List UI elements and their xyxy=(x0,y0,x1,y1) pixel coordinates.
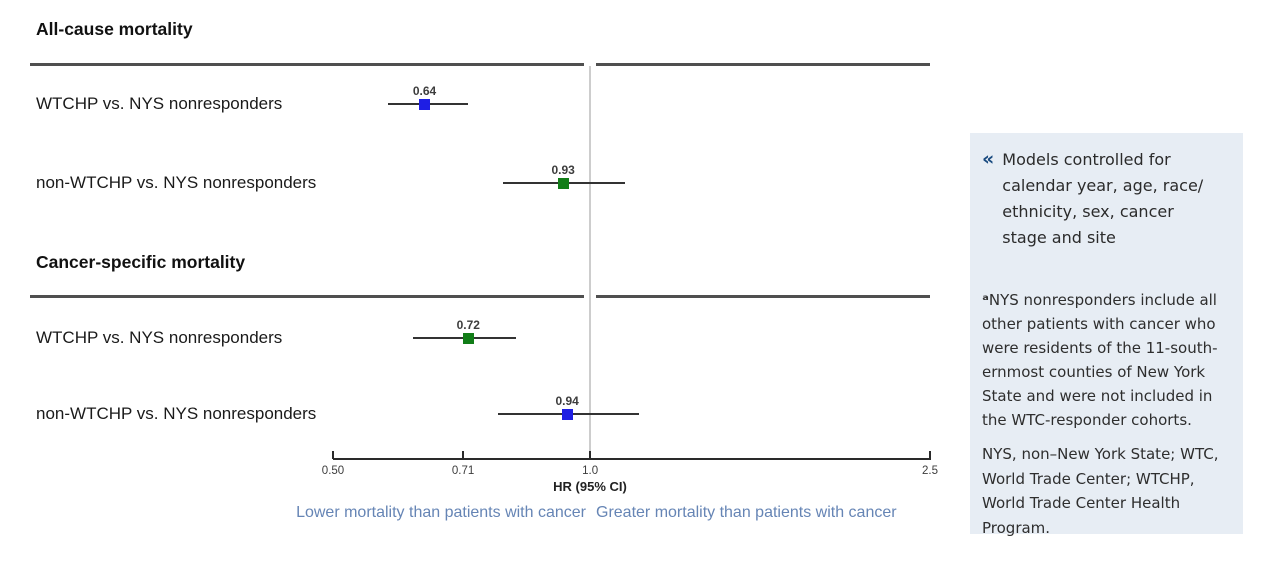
sidebar-abbreviations: NYS, non–New York State; WTC, World Trad… xyxy=(982,445,1219,537)
row-label: non-WTCHP vs. NYS nonresponders xyxy=(36,173,317,192)
x-axis-tick-label: 2.5 xyxy=(922,465,938,477)
sidebar-note-box: « Models controlled for calendar year, a… xyxy=(970,133,1243,537)
x-axis-tick xyxy=(589,451,592,459)
separator-line xyxy=(30,295,584,298)
annotation-lower-mortality: Lower mortality than patients with cance… xyxy=(296,504,586,521)
x-axis-tick xyxy=(462,451,465,459)
row-label: WTCHP vs. NYS nonresponders xyxy=(36,94,283,113)
x-axis-tick xyxy=(332,451,334,459)
footnote-marker: ᵃ xyxy=(982,291,989,309)
sidebar-highlight-text: Models controlled for calendar year, age… xyxy=(1002,150,1204,247)
x-axis-tick-label: 0.71 xyxy=(451,465,475,477)
hr-point-marker xyxy=(557,177,569,189)
hr-point-marker xyxy=(419,98,431,110)
hr-point-marker xyxy=(462,332,474,344)
sidebar-highlight: « Models controlled for calendar year, a… xyxy=(982,147,1230,251)
row-label: WTCHP vs. NYS nonresponders xyxy=(36,328,283,347)
hr-point-marker xyxy=(561,408,573,420)
sidebar-footnote-text: NYS nonresponders include all other pati… xyxy=(982,291,1218,429)
annotation-greater-mortality: Greater mortality than patients with can… xyxy=(596,504,897,521)
separator-line xyxy=(596,63,930,66)
hr-value-label: 0.72 xyxy=(456,318,480,332)
x-axis-line xyxy=(333,458,931,460)
sidebar-footnote: ᵃNYS nonresponders include all other pat… xyxy=(982,288,1230,432)
hr-value-label: 0.64 xyxy=(412,84,437,98)
hr-value-label: 0.93 xyxy=(551,163,575,177)
separator-line xyxy=(30,63,584,66)
section-heading-all-cause: All-cause mortality xyxy=(36,19,193,39)
row-label: non-WTCHP vs. NYS nonresponders xyxy=(36,404,317,423)
section-heading-cancer-specific: Cancer-specific mortality xyxy=(36,252,246,272)
x-axis-tick-label: 1.0 xyxy=(582,465,599,477)
x-axis-tick xyxy=(929,451,931,459)
separator-line xyxy=(596,295,930,298)
double-chevron-icon: « xyxy=(982,148,995,170)
x-axis-tick-label: 0.50 xyxy=(321,465,345,477)
hr-value-label: 0.94 xyxy=(555,394,579,408)
reference-line-hr-1 xyxy=(589,66,591,457)
x-axis-title: HR (95% CI) xyxy=(553,479,627,494)
